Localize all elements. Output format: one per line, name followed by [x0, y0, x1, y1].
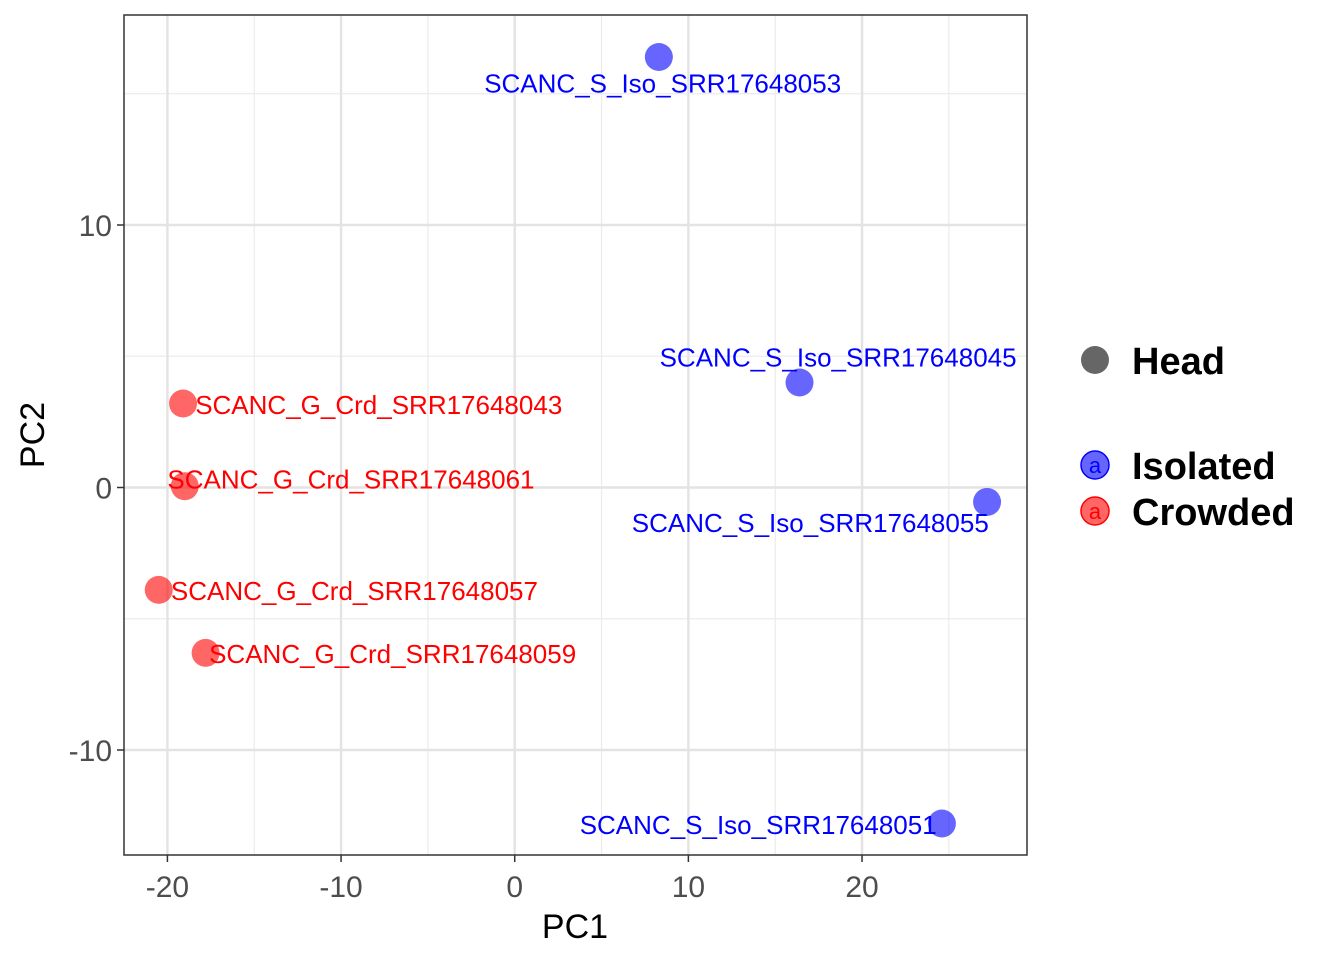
x-axis-title: PC1	[542, 908, 608, 946]
x-tick-label: 20	[845, 871, 878, 904]
x-tick-label: 0	[506, 871, 523, 904]
x-tick-label: 10	[672, 871, 705, 904]
x-tick-label: -20	[146, 871, 189, 904]
legend-label-isolated: Isolated	[1132, 446, 1276, 488]
legend-shape-key	[1081, 346, 1109, 374]
data-point-label: SCANC_S_Iso_SRR17648053	[484, 68, 841, 98]
x-tick-label: -10	[319, 871, 362, 904]
plot-panel-border	[123, 14, 1028, 856]
legend-shape-label: Head	[1132, 341, 1225, 383]
data-point-label: SCANC_S_Iso_SRR17648045	[660, 343, 1017, 373]
legend-key-crowded	[1080, 496, 1110, 526]
y-tick-label: -10	[69, 735, 112, 768]
minor-gridlines	[124, 15, 1027, 855]
data-point-label: SCANC_G_Crd_SRR17648057	[171, 576, 538, 606]
data-point	[144, 575, 173, 604]
data-points	[144, 43, 1002, 838]
data-point	[169, 389, 198, 418]
data-point-label: SCANC_S_Iso_SRR17648051	[580, 810, 937, 840]
data-point-label: SCANC_G_Crd_SRR17648061	[167, 465, 534, 495]
y-axis-title: PC2	[14, 402, 52, 468]
data-point-label: SCANC_S_Iso_SRR17648055	[632, 508, 989, 538]
data-point	[973, 487, 1002, 516]
data-point	[644, 43, 673, 71]
y-axis-ticks: -10 0 10	[69, 210, 124, 768]
legend-key-text-isolated: a	[1089, 453, 1102, 478]
data-point	[191, 638, 220, 667]
major-gridlines	[124, 15, 1027, 855]
point-labels: SCANC_S_Iso_SRR17648053 SCANC_S_Iso_SRR17…	[167, 68, 1016, 840]
data-point	[170, 472, 199, 501]
x-axis-ticks: -20 -10 0 10 20	[146, 855, 879, 904]
legend-label-crowded: Crowded	[1132, 492, 1295, 534]
legend: Head a Isolated a Crowded	[1080, 341, 1295, 534]
data-point-label: SCANC_G_Crd_SRR17648043	[195, 390, 562, 420]
y-tick-label: 0	[95, 473, 112, 506]
legend-key-isolated	[1080, 450, 1110, 480]
y-tick-label: 10	[79, 210, 112, 243]
legend-key-text-crowded: a	[1089, 499, 1102, 524]
data-point	[927, 809, 956, 838]
data-point-label: SCANC_G_Crd_SRR17648059	[209, 639, 576, 669]
data-point	[785, 368, 814, 397]
